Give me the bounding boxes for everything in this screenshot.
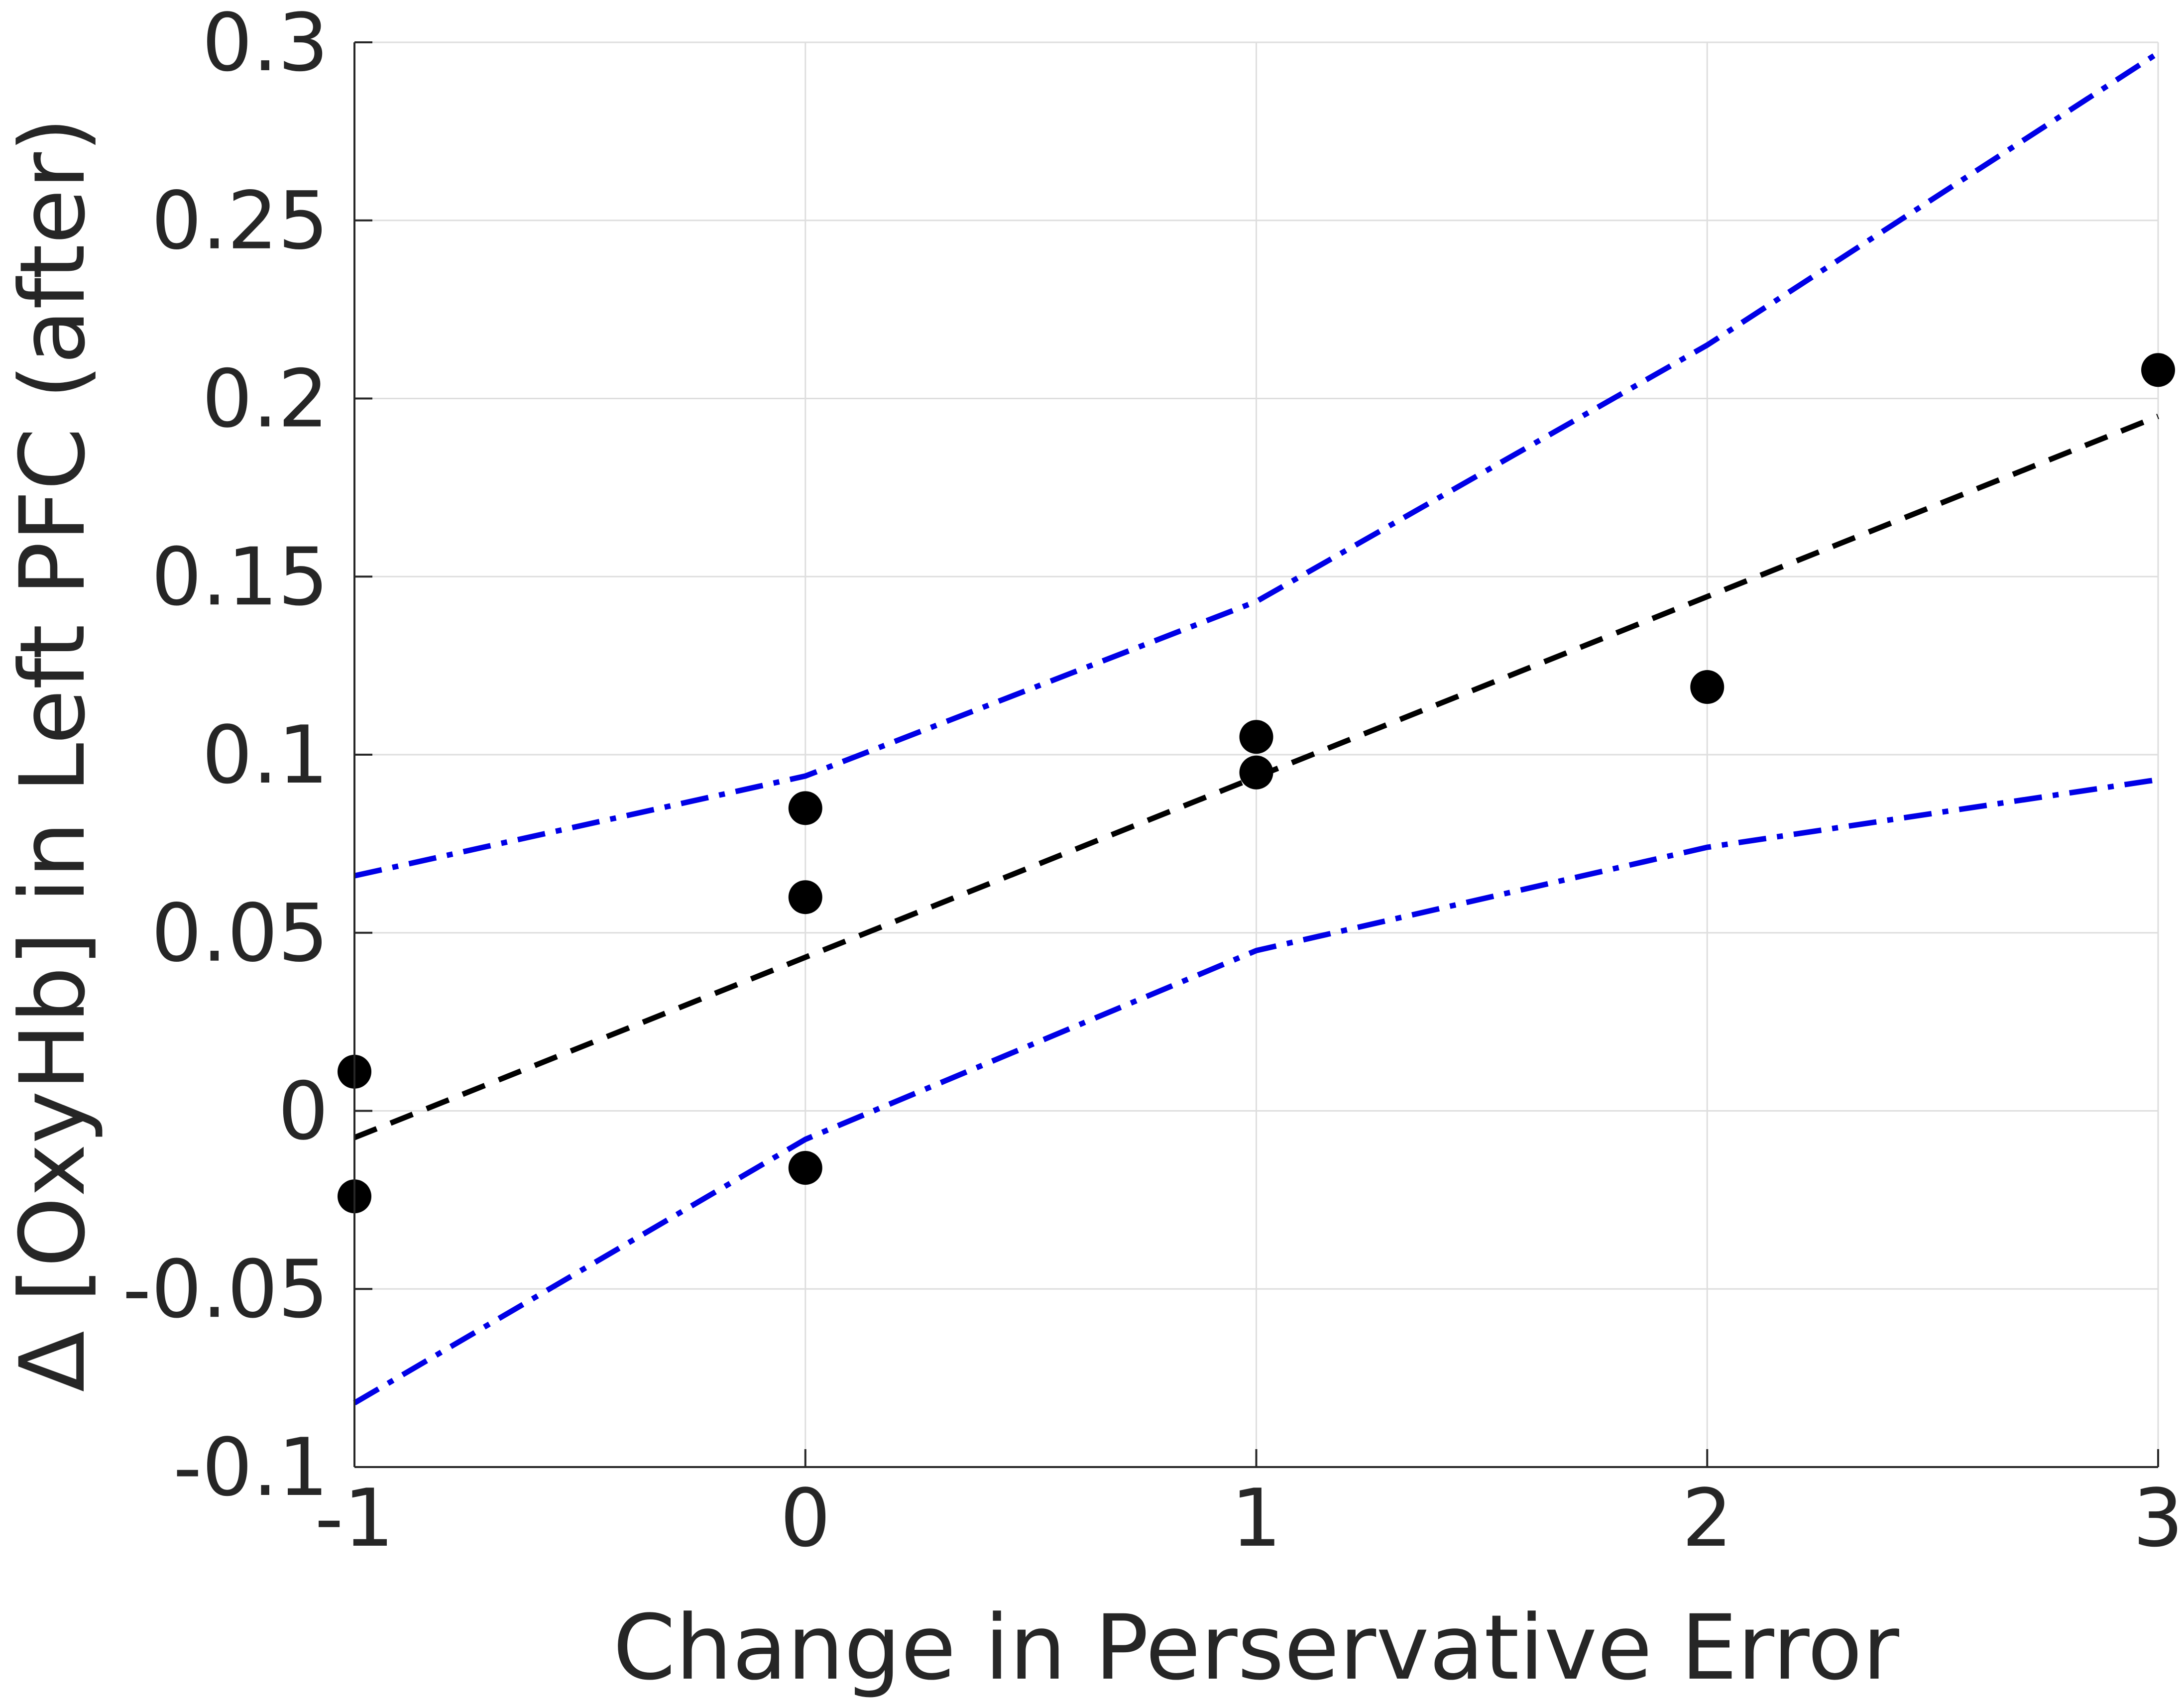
x-tick-label: 1: [1231, 1472, 1282, 1565]
y-tick-label: -0.1: [173, 1421, 329, 1514]
plot-series: [338, 50, 2175, 1405]
data-point: [788, 791, 822, 825]
x-tick-label: -1: [315, 1472, 394, 1565]
x-tick-label: 3: [2133, 1472, 2184, 1565]
data-point: [1239, 720, 1273, 754]
y-tick-label: 0: [278, 1065, 329, 1158]
upper-confidence-line: [353, 50, 2160, 879]
data-point: [2141, 353, 2175, 387]
data-point: [788, 880, 822, 914]
data-point: [1690, 670, 1724, 704]
y-tick-label: 0.3: [202, 0, 329, 89]
y-tick-label: -0.05: [122, 1243, 329, 1336]
y-tick-label: 0.1: [202, 708, 329, 801]
y-tick-label: 0.05: [151, 887, 329, 980]
data-point: [788, 1150, 822, 1185]
x-axis-title: Change in Perservative Error: [613, 1596, 1899, 1700]
y-tick-label: 0.2: [202, 352, 329, 446]
data-point: [1239, 755, 1273, 790]
x-tick-label: 0: [780, 1472, 831, 1565]
y-tick-label: 0.15: [151, 530, 329, 623]
y-tick-label: 0.25: [151, 174, 329, 267]
lower-confidence-line: [353, 777, 2159, 1405]
x-tick-label: 2: [1682, 1472, 1732, 1565]
y-axis-title: Δ [OxyHb] in Left PFC (after): [1, 117, 105, 1392]
grid: [353, 41, 2159, 1468]
ticks: -1 0 1 2 3 -0.1 -0.05 0 0.05 0.1 0.15 0.2 0.25 0.3: [122, 0, 2184, 1565]
